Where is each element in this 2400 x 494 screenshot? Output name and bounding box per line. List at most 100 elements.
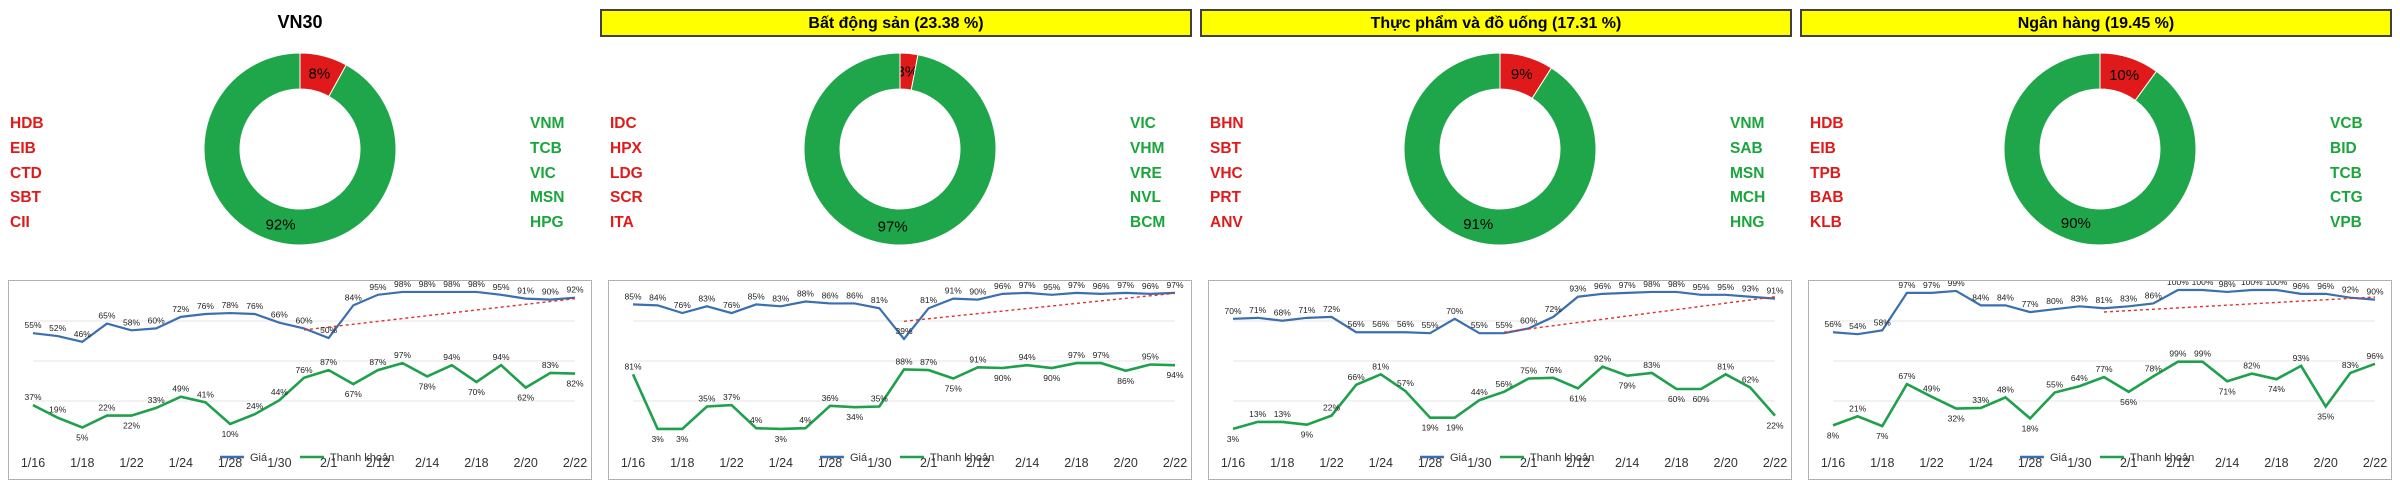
- thanh-khoan-data-label: 3%: [676, 434, 689, 444]
- thanh-khoan-data-label: 81%: [1717, 361, 1734, 371]
- trend-line: [1503, 296, 1776, 333]
- gia-data-label: 76%: [723, 300, 740, 310]
- gia-data-label: 97%: [1923, 281, 1940, 290]
- thanh-khoan-data-label: 74%: [2268, 384, 2285, 394]
- thanh-khoan-data-label: 71%: [2219, 386, 2236, 396]
- stock-code: BID: [2330, 139, 2357, 157]
- gia-data-label: 95%: [1717, 282, 1734, 292]
- thanh-khoan-data-label: 91%: [969, 354, 986, 364]
- stock-code: HNG: [1730, 214, 1765, 232]
- gia-data-label: 95%: [369, 282, 386, 292]
- stock-code: BHN: [1210, 115, 1244, 132]
- x-tick-label: 2/22: [2363, 456, 2387, 470]
- stock-code: VHM: [1130, 139, 1165, 157]
- thanh-khoan-data-label: 70%: [468, 387, 485, 397]
- stock-code: MSN: [530, 189, 565, 207]
- panel-3: Ngân hàng (19.45 %) 10% 90% HDB EIB TPB BAB KLB…: [1800, 0, 2400, 494]
- stock-code: TCB: [2330, 164, 2362, 182]
- gia-data-label: 56%: [1372, 319, 1389, 329]
- gia-data-label: 84%: [1972, 292, 1989, 302]
- gia-data-label: 76%: [674, 300, 691, 310]
- thanh-khoan-data-label: 77%: [2095, 364, 2112, 374]
- x-tick-label: 2/18: [1064, 456, 1088, 470]
- thanh-khoan-data-label: 99%: [2169, 349, 2186, 359]
- thanh-khoan-data-label: 3%: [1227, 434, 1240, 444]
- thanh-khoan-data-label: 49%: [1923, 384, 1940, 394]
- thanh-khoan-data-label: 22%: [123, 421, 140, 431]
- gia-data-label: 56%: [1824, 319, 1841, 329]
- stock-code: SCR: [610, 189, 643, 207]
- gia-data-label: 99%: [1948, 281, 1965, 288]
- pie-slice: [2003, 52, 2197, 246]
- line-chart: 56% 54% 58% 97% 97% 99% 84% 84% 77% 80% 83% 81% 83% 8…: [1808, 280, 2392, 480]
- thanh-khoan-data-label: 99%: [2194, 349, 2211, 359]
- series-gia-line: [1832, 288, 2376, 336]
- line-chart: 55% 52% 46% 65% 58% 60% 72% 76% 78% 76% 66% 60% 50% 8…: [8, 280, 592, 480]
- x-tick-label: 2/12: [366, 456, 390, 470]
- stock-code: VIC: [1130, 115, 1156, 132]
- buy-codes-list: VCB BID TCB CTG VPB: [2330, 112, 2363, 236]
- panel-2: Thực phẩm và đồ uống (17.31 %) 9% 91% BHN SB…: [1200, 0, 1800, 494]
- gia-data-label: 92%: [2342, 285, 2359, 295]
- series-gia-line: [1232, 290, 1776, 335]
- gia-data-label: 86%: [2145, 290, 2162, 300]
- thanh-khoan-data-label: 18%: [2022, 423, 2039, 433]
- thanh-khoan-data-label: 36%: [822, 393, 839, 403]
- thanh-khoan-data-label: 97%: [1068, 350, 1085, 360]
- thanh-khoan-data-label: 82%: [566, 379, 583, 389]
- legend-gia-label: Giá: [1450, 452, 1468, 464]
- gia-data-label: 100%: [2266, 281, 2288, 287]
- stock-code: VPB: [2330, 214, 2362, 232]
- pie-slice-label: 97%: [878, 219, 908, 236]
- gia-data-label: 60%: [148, 315, 165, 325]
- gia-data-label: 83%: [772, 293, 789, 303]
- x-tick-label: 1/16: [1221, 456, 1245, 470]
- x-tick-label: 2/1: [1520, 456, 1537, 470]
- series-gia-line: [32, 290, 576, 344]
- thanh-khoan-data-label: 37%: [24, 392, 41, 402]
- pie-slice: [803, 52, 997, 246]
- thanh-khoan-data-label: 35%: [698, 394, 715, 404]
- thanh-khoan-data-label: 83%: [2342, 360, 2359, 370]
- thanh-khoan-data-label: 8%: [1827, 430, 1840, 440]
- gia-data-label: 97%: [1117, 281, 1134, 290]
- thanh-khoan-data-label: 56%: [1495, 379, 1512, 389]
- gia-data-label: 85%: [624, 291, 641, 301]
- thanh-khoan-data-label: 21%: [1849, 403, 1866, 413]
- gia-data-label: 100%: [2241, 281, 2263, 287]
- panel-title: Bất động sản (23.38 %): [600, 9, 1192, 37]
- thanh-khoan-data-label: 3%: [651, 434, 664, 444]
- x-tick-label: 1/22: [1319, 456, 1343, 470]
- gia-data-label: 98%: [394, 281, 411, 289]
- thanh-khoan-data-label: 19%: [49, 405, 66, 415]
- x-tick-label: 1/18: [1870, 456, 1894, 470]
- gia-data-label: 95%: [493, 282, 510, 292]
- x-tick-label: 2/12: [1566, 456, 1590, 470]
- pie-slice-label: 91%: [1463, 216, 1493, 233]
- gia-data-label: 85%: [748, 291, 765, 301]
- gia-data-label: 96%: [1142, 281, 1159, 291]
- gia-data-label: 60%: [1520, 315, 1537, 325]
- thanh-khoan-data-label: 86%: [1117, 376, 1134, 386]
- gia-data-label: 88%: [797, 289, 814, 299]
- chart-legend: Giá Thanh khoản: [820, 452, 994, 464]
- panel-title: VN30: [277, 12, 323, 32]
- gia-data-label: 55%: [24, 320, 41, 330]
- thanh-khoan-data-label: 44%: [271, 387, 288, 397]
- x-tick-label: 1/22: [119, 456, 143, 470]
- gia-data-label: 95%: [1043, 282, 1060, 292]
- x-tick-label: 1/24: [769, 456, 793, 470]
- buy-codes-list: VNM TCB VIC MSN HPG: [530, 112, 564, 236]
- x-tick-label: 1/16: [1821, 456, 1845, 470]
- series-thanh-khoan-line: [1832, 360, 2376, 428]
- gia-data-label: 81%: [871, 295, 888, 305]
- gia-data-label: 83%: [2120, 293, 2137, 303]
- stock-code: HPX: [610, 139, 642, 157]
- thanh-khoan-data-label: 97%: [394, 350, 411, 360]
- sell-codes-list: BHN SBT VHC PRT ANV: [1210, 112, 1244, 236]
- stock-code: TCB: [530, 139, 562, 157]
- trend-line: [303, 297, 576, 331]
- x-tick-label: 2/14: [2215, 456, 2239, 470]
- stock-code: HDB: [10, 115, 44, 132]
- legend-gia-label: Giá: [250, 452, 268, 464]
